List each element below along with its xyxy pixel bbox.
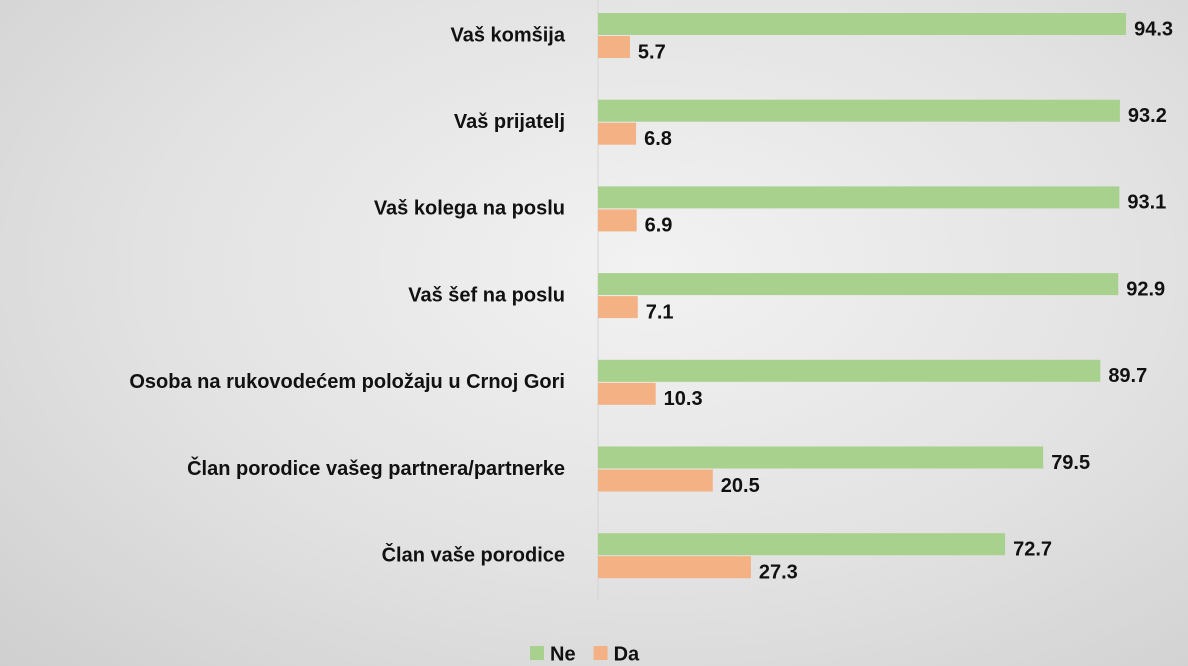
legend-label: Ne: [550, 643, 576, 665]
value-label: 10.3: [664, 388, 703, 410]
category-label: Osoba na rukovodećem položaju u Crnoj Go…: [129, 371, 565, 393]
bar: [598, 36, 630, 58]
category-label: Vaš kolega na poslu: [374, 198, 565, 220]
bar: [598, 359, 1101, 382]
bar: [598, 99, 1120, 122]
bar: [598, 296, 638, 319]
bar: [598, 122, 637, 145]
bar: [598, 556, 751, 579]
bar: [598, 13, 1127, 35]
bar: [598, 186, 1120, 209]
bar: [598, 446, 1044, 469]
value-label: 7.1: [646, 301, 674, 323]
value-label: 5.7: [638, 41, 666, 63]
bar: [598, 533, 1006, 556]
value-label: 94.3: [1134, 18, 1173, 40]
legend-label: Da: [614, 643, 640, 665]
value-label: 27.3: [759, 561, 798, 583]
category-label: Član porodice vašeg partnera/partnerke: [187, 456, 565, 480]
value-label: 92.9: [1126, 278, 1165, 300]
bar: [598, 382, 656, 405]
value-label: 93.1: [1127, 192, 1166, 214]
bar: [598, 273, 1119, 296]
category-label: Vaš komšija: [450, 24, 565, 46]
value-label: 93.2: [1128, 105, 1167, 127]
bar: [598, 469, 713, 492]
legend-swatch: [593, 646, 608, 660]
value-label: 72.7: [1013, 538, 1052, 560]
value-label: 6.9: [645, 215, 673, 237]
category-label: Član vaše porodice: [382, 542, 565, 566]
value-label: 6.8: [644, 128, 672, 150]
value-label: 89.7: [1108, 365, 1147, 387]
value-label: 20.5: [721, 475, 760, 497]
bar: [598, 209, 637, 232]
value-label: 79.5: [1051, 452, 1090, 474]
legend-swatch: [530, 646, 544, 660]
category-label: Vaš šef na poslu: [408, 284, 565, 306]
category-label: Vaš prijatelj: [454, 111, 565, 133]
